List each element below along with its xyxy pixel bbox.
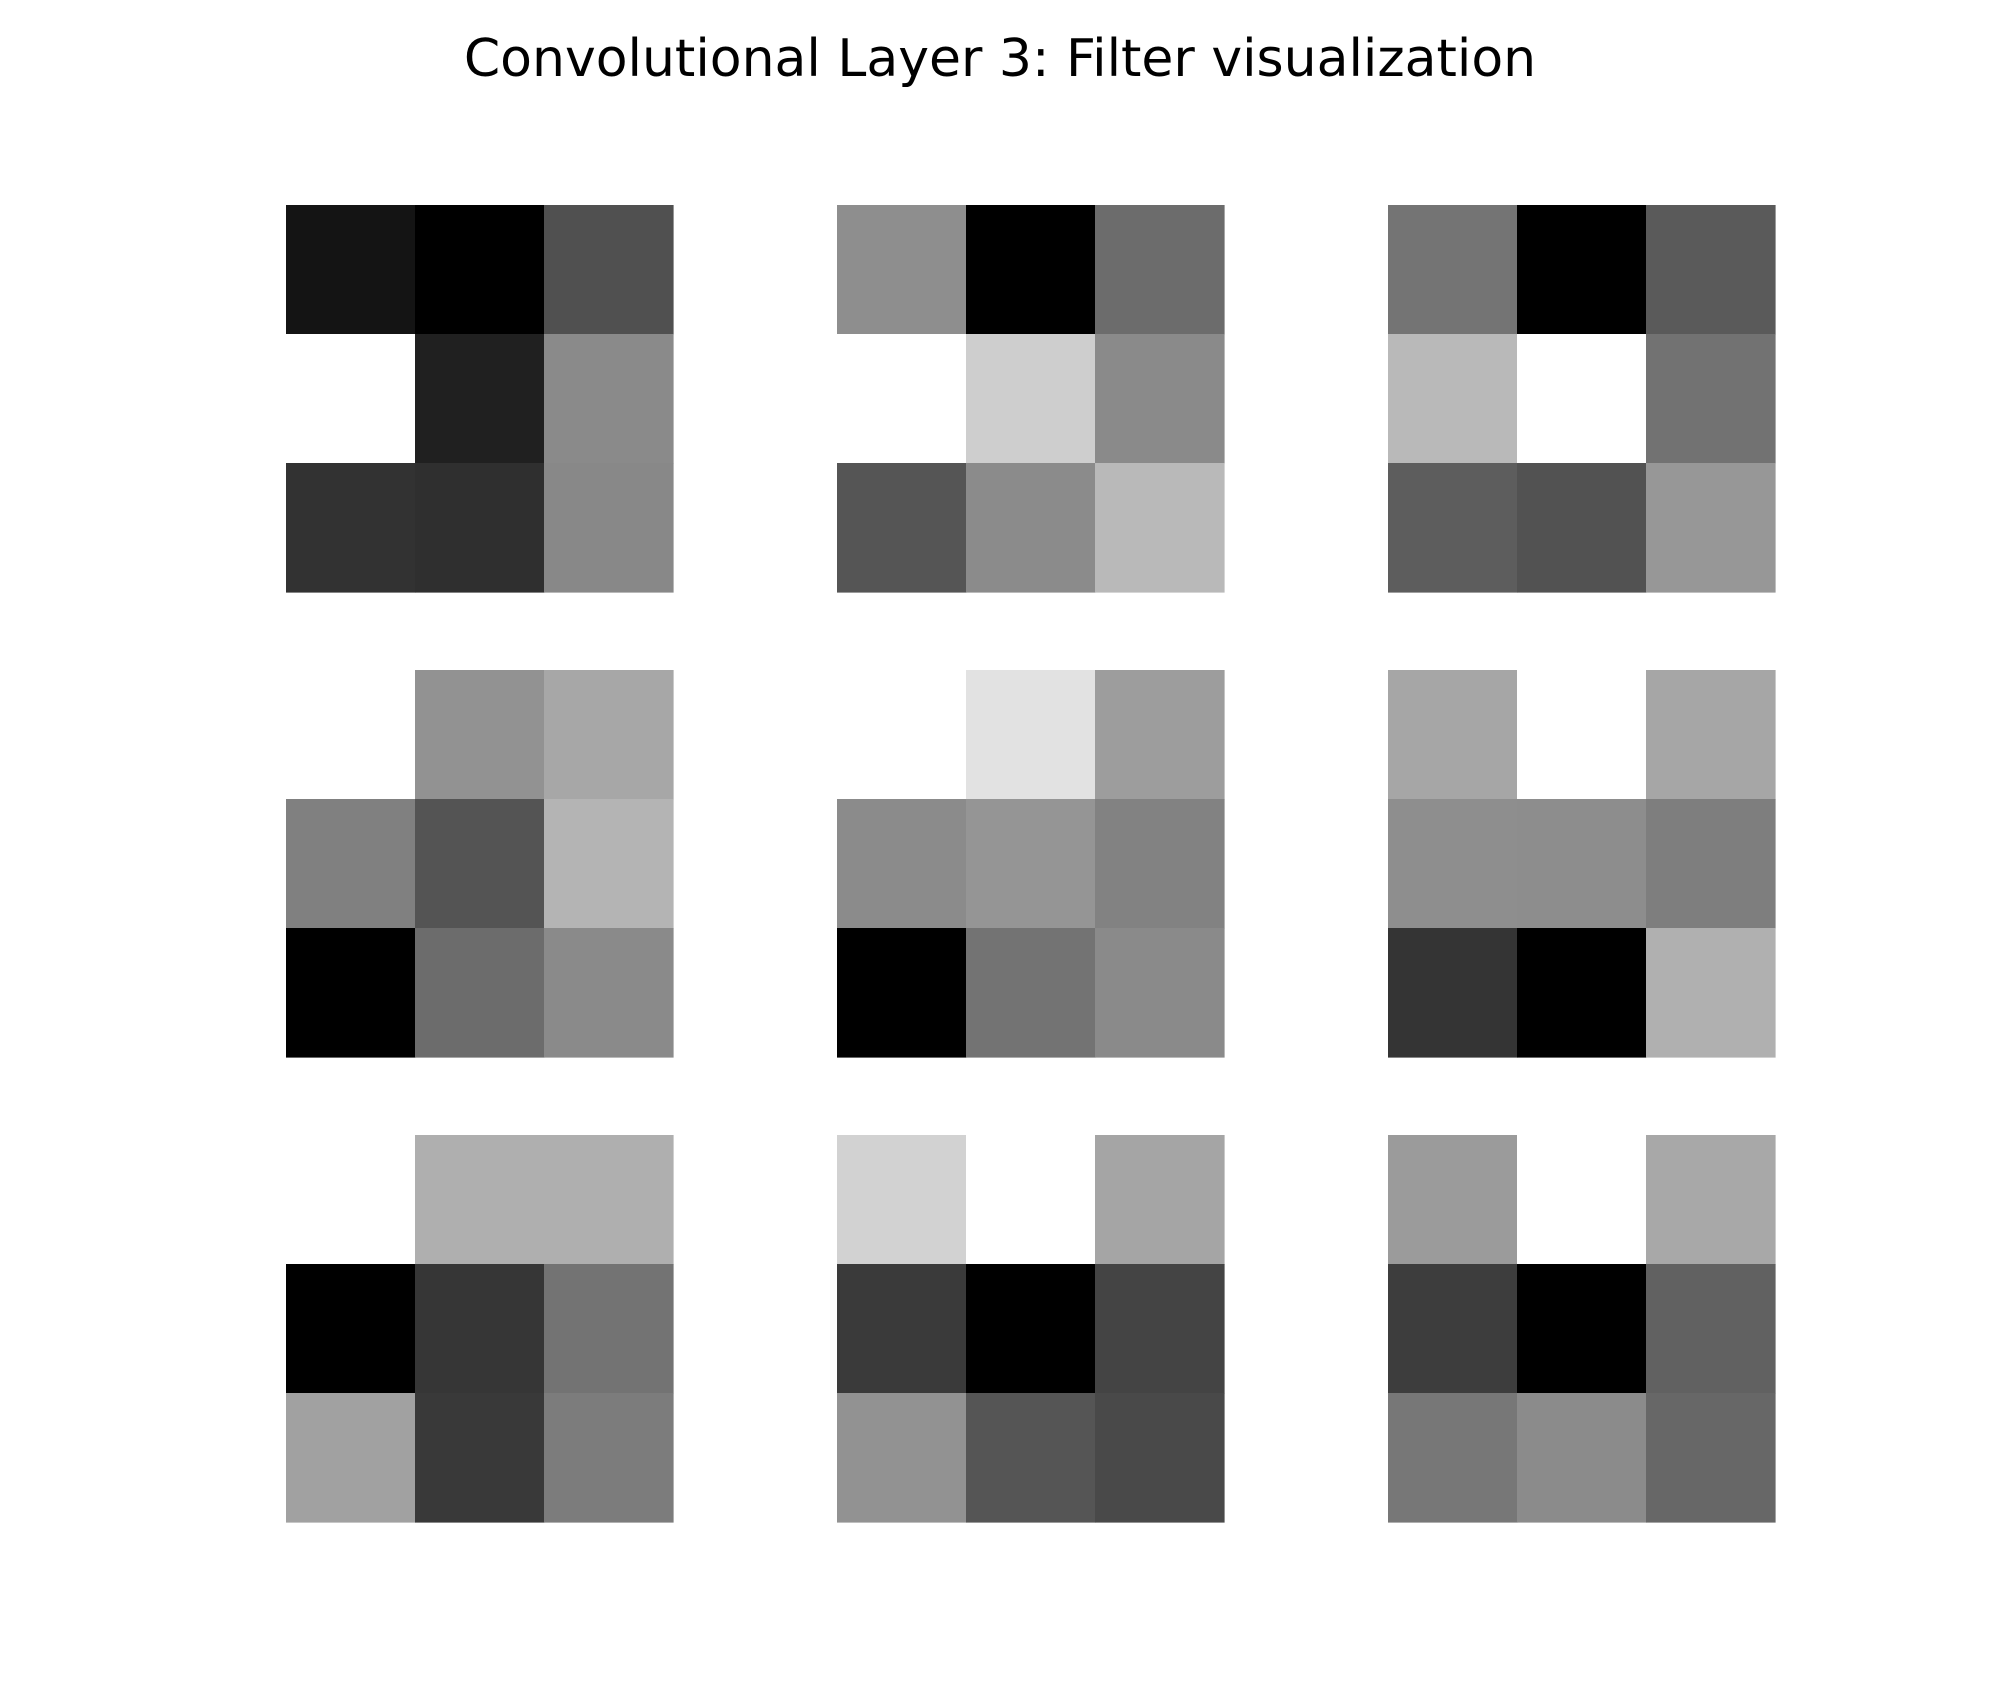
filter-3-cell-r3c1 (1388, 463, 1518, 593)
filter-1-cell-r1c2 (415, 205, 545, 335)
filter-1-cell-r3c1 (286, 463, 416, 593)
filter-7-cell-r2c2 (415, 1264, 545, 1394)
filter-6-cell-r3c3 (1646, 928, 1776, 1058)
filter-3-cell-r3c3 (1646, 463, 1776, 593)
filter-5-cell-r3c3 (1095, 928, 1225, 1058)
filter-4-cell-r1c3 (544, 670, 674, 800)
filter-2-cell-r1c3 (1095, 205, 1225, 335)
filter-5-cell-r3c2 (966, 928, 1096, 1058)
filter-7-cell-r3c2 (415, 1393, 545, 1523)
filter-4-cell-r3c2 (415, 928, 545, 1058)
filter-9-cell-r2c3 (1646, 1264, 1776, 1394)
filter-9-cell-r2c1 (1388, 1264, 1518, 1394)
filter-1-cell-r3c2 (415, 463, 545, 593)
filter-1-cell-r2c3 (544, 334, 674, 464)
filter-8-cell-r2c3 (1095, 1264, 1225, 1394)
filter-4-cell-r2c3 (544, 799, 674, 929)
filter-9-cell-r3c2 (1517, 1393, 1647, 1523)
filter-2 (837, 205, 1225, 593)
filter-4-cell-r2c2 (415, 799, 545, 929)
filter-1-cell-r2c2 (415, 334, 545, 464)
filter-8 (837, 1135, 1225, 1523)
filter-7-cell-r3c1 (286, 1393, 416, 1523)
filter-9-cell-r3c1 (1388, 1393, 1518, 1523)
filter-6-cell-r3c1 (1388, 928, 1518, 1058)
filter-5-cell-r2c1 (837, 799, 967, 929)
filter-3-cell-r1c2 (1517, 205, 1647, 335)
filter-7-cell-r3c3 (544, 1393, 674, 1523)
filter-7-cell-r2c1 (286, 1264, 416, 1394)
chart-title: Convolutional Layer 3: Filter visualizat… (463, 29, 1537, 89)
filter-6-cell-r2c3 (1646, 799, 1776, 929)
filter-3-cell-r1c3 (1646, 205, 1776, 335)
filter-3-cell-r1c1 (1388, 205, 1518, 335)
filter-1-cell-r1c1 (286, 205, 416, 335)
filter-9-cell-r1c3 (1646, 1135, 1776, 1265)
filter-6-cell-r3c2 (1517, 928, 1647, 1058)
filter-7-cell-r2c3 (544, 1264, 674, 1394)
filter-5-cell-r1c1 (837, 670, 967, 800)
filter-6-cell-r1c1 (1388, 670, 1518, 800)
filter-7-cell-r1c1 (286, 1135, 416, 1265)
filter-2-cell-r2c1 (837, 334, 967, 464)
filter-3-cell-r3c2 (1517, 463, 1647, 593)
filter-4-cell-r1c2 (415, 670, 545, 800)
filter-4-cell-r2c1 (286, 799, 416, 929)
filter-9-cell-r1c2 (1517, 1135, 1647, 1265)
filter-6-cell-r1c2 (1517, 670, 1647, 800)
filter-5-cell-r2c2 (966, 799, 1096, 929)
filter-4-cell-r3c1 (286, 928, 416, 1058)
filter-5 (837, 670, 1225, 1058)
filter-5-cell-r1c3 (1095, 670, 1225, 800)
filter-8-cell-r2c2 (966, 1264, 1096, 1394)
filter-3-cell-r2c2 (1517, 334, 1647, 464)
filter-8-cell-r2c1 (837, 1264, 967, 1394)
filter-8-cell-r3c1 (837, 1393, 967, 1523)
filter-7-cell-r1c2 (415, 1135, 545, 1265)
filter-3-cell-r2c3 (1646, 334, 1776, 464)
filter-5-cell-r3c1 (837, 928, 967, 1058)
filter-8-cell-r3c2 (966, 1393, 1096, 1523)
filter-4-cell-r3c3 (544, 928, 674, 1058)
filter-7 (286, 1135, 674, 1523)
filter-1-cell-r2c1 (286, 334, 416, 464)
filter-2-cell-r3c2 (966, 463, 1096, 593)
filter-2-cell-r3c3 (1095, 463, 1225, 593)
filter-2-cell-r1c1 (837, 205, 967, 335)
filter-2-cell-r3c1 (837, 463, 967, 593)
filter-6 (1388, 670, 1776, 1058)
filter-4 (286, 670, 674, 1058)
filter-1-cell-r3c3 (544, 463, 674, 593)
filter-6-cell-r1c3 (1646, 670, 1776, 800)
filter-2-cell-r2c2 (966, 334, 1096, 464)
filter-3 (1388, 205, 1776, 593)
filter-5-cell-r2c3 (1095, 799, 1225, 929)
filter-8-cell-r1c3 (1095, 1135, 1225, 1265)
filter-9-cell-r2c2 (1517, 1264, 1647, 1394)
filter-2-cell-r1c2 (966, 205, 1096, 335)
filter-6-cell-r2c2 (1517, 799, 1647, 929)
filter-9 (1388, 1135, 1776, 1523)
filter-8-cell-r3c3 (1095, 1393, 1225, 1523)
filter-9-cell-r3c3 (1646, 1393, 1776, 1523)
filter-8-cell-r1c1 (837, 1135, 967, 1265)
filter-2-cell-r2c3 (1095, 334, 1225, 464)
filter-4-cell-r1c1 (286, 670, 416, 800)
filter-5-cell-r1c2 (966, 670, 1096, 800)
filter-1-cell-r1c3 (544, 205, 674, 335)
filter-1 (286, 205, 674, 593)
filter-6-cell-r2c1 (1388, 799, 1518, 929)
filter-7-cell-r1c3 (544, 1135, 674, 1265)
filter-8-cell-r1c2 (966, 1135, 1096, 1265)
filter-9-cell-r1c1 (1388, 1135, 1518, 1265)
filter-3-cell-r2c1 (1388, 334, 1518, 464)
